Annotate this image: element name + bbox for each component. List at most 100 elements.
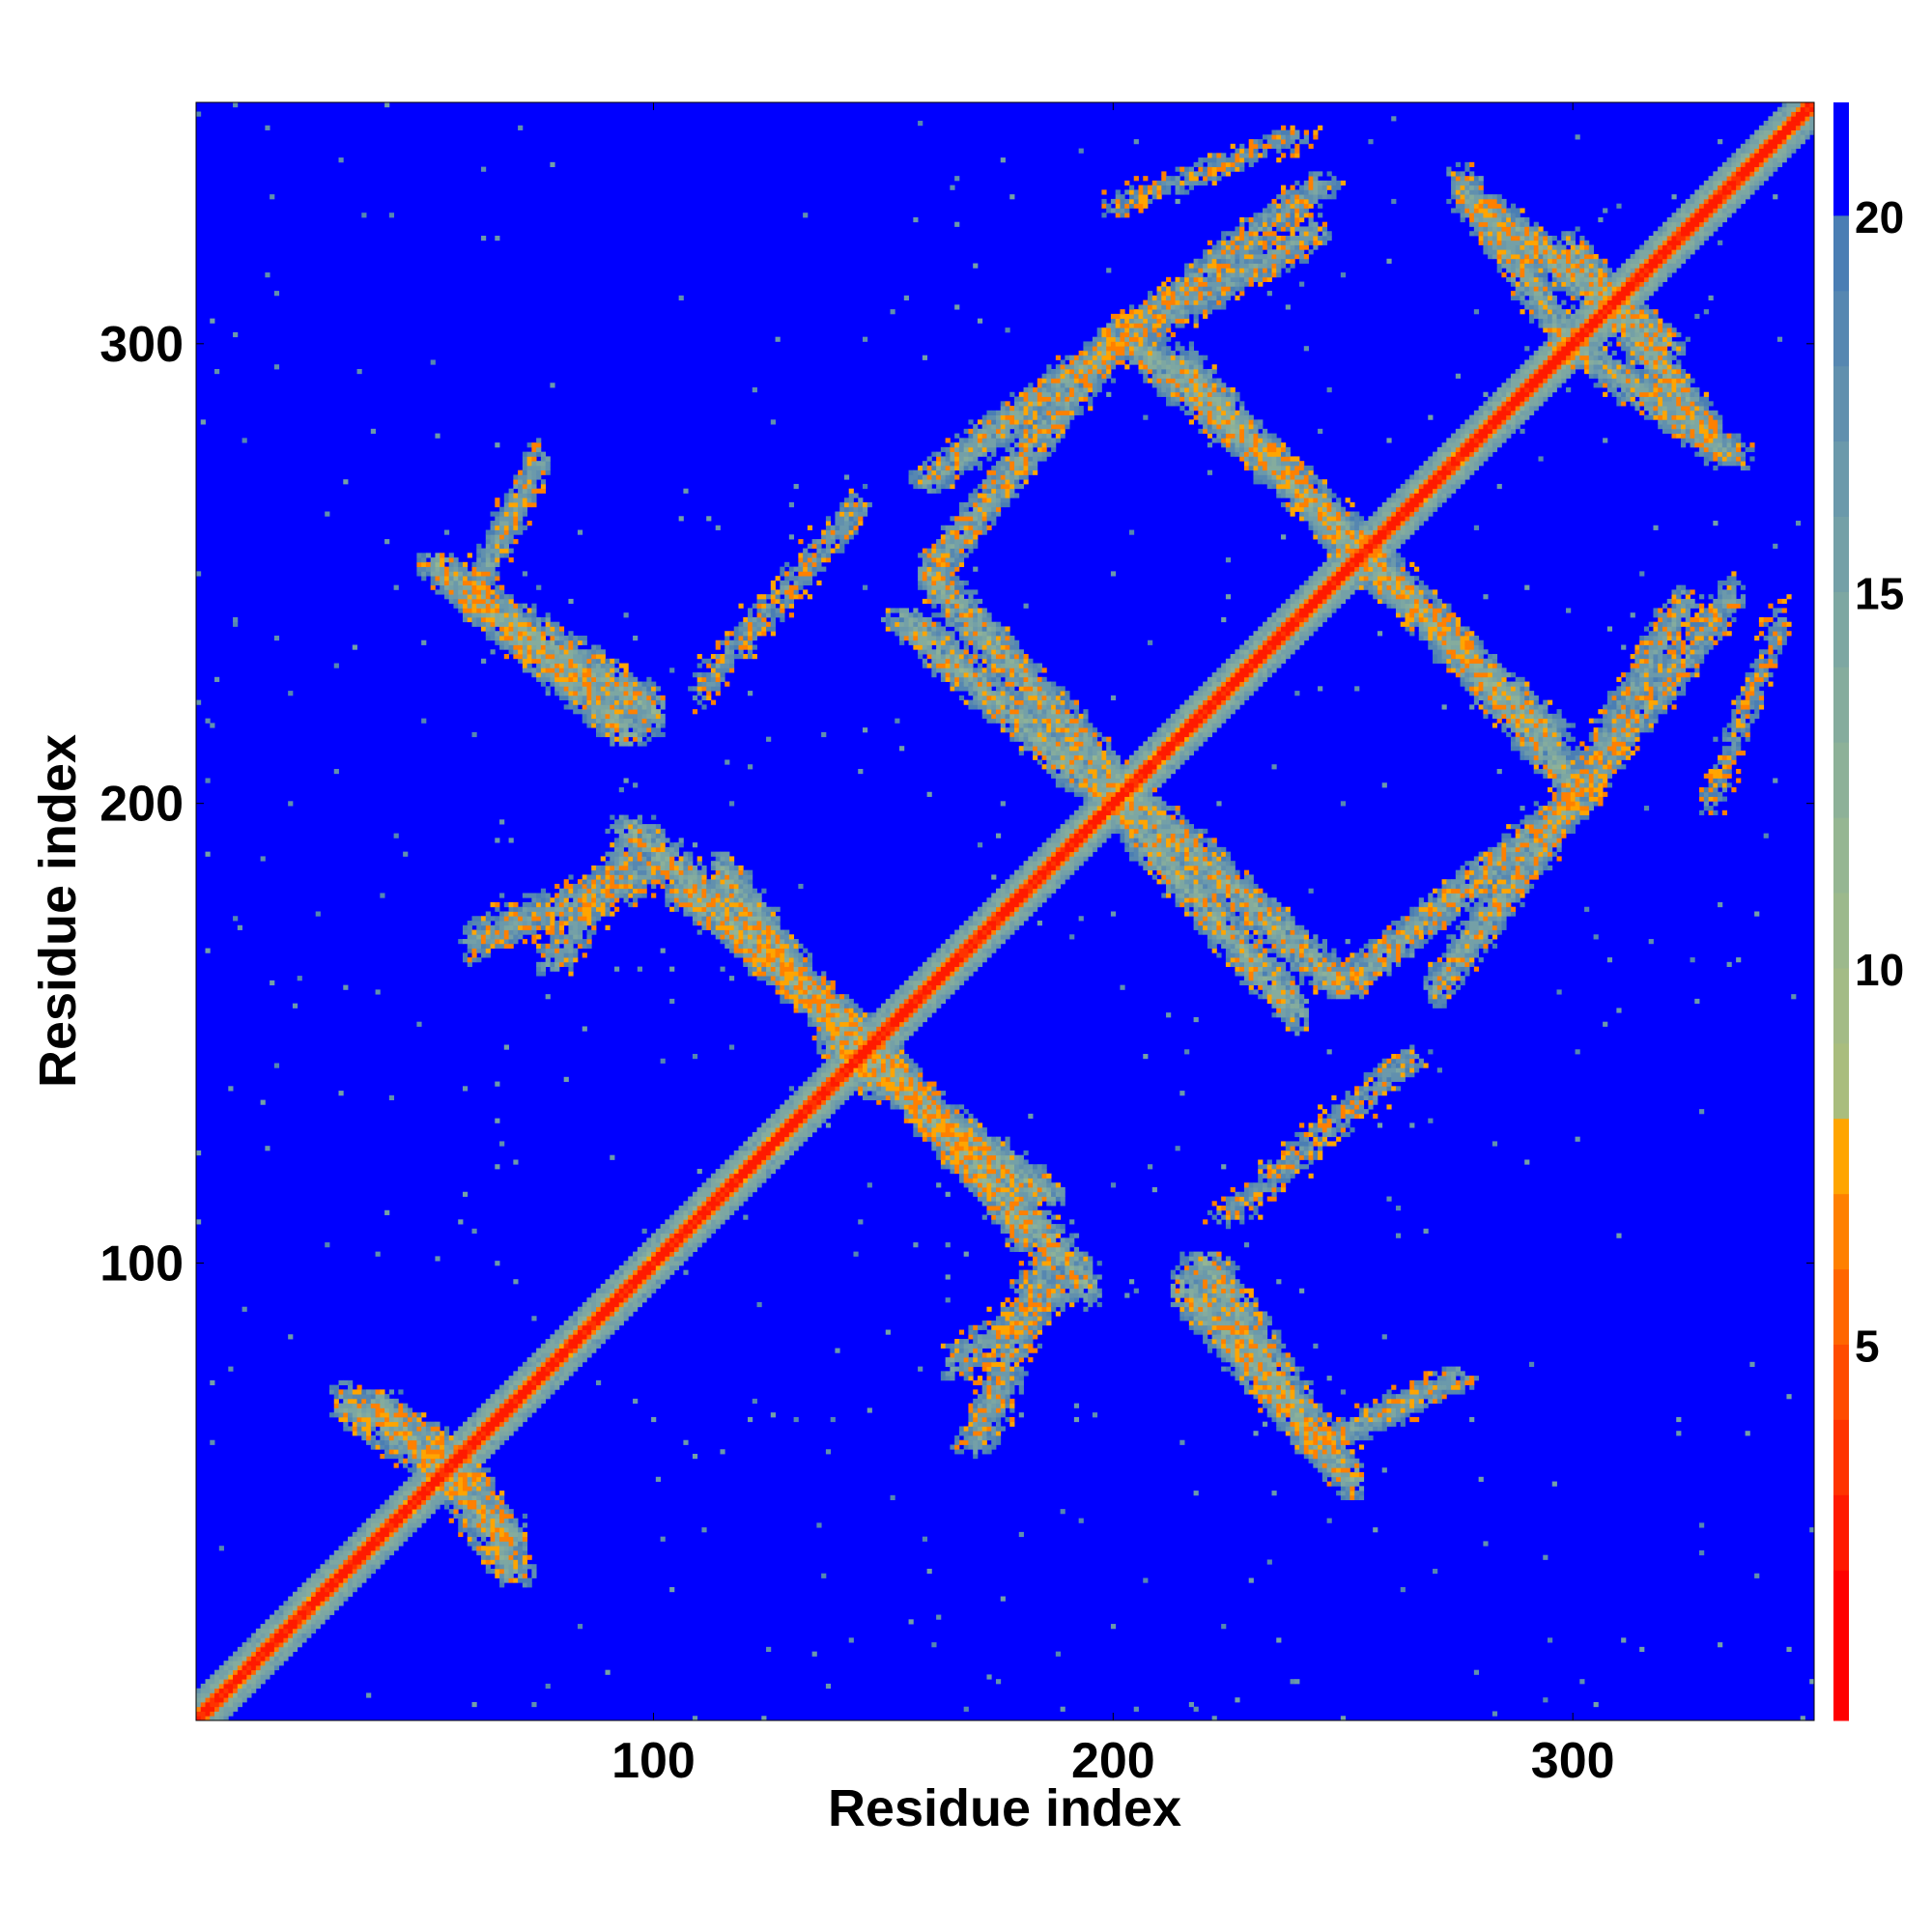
heatmap-cell [503,1536,509,1542]
heatmap-cell [384,1541,390,1547]
heatmap-cell [610,1306,615,1312]
heatmap-cell [499,598,505,605]
heatmap-cell [513,1564,519,1570]
heatmap-cell [678,1206,684,1211]
heatmap-cell [770,616,776,623]
heatmap-cell [288,691,294,696]
heatmap-cell [816,1104,822,1110]
heatmap-cell [780,1113,785,1120]
heatmap-cell [748,635,753,641]
heatmap-cell [283,1619,289,1625]
heatmap-cell [816,1021,822,1027]
heatmap-cell [218,1669,224,1675]
heatmap-cell [618,861,624,867]
heatmap-cell [550,626,555,632]
heatmap-cell [499,626,505,632]
heatmap-cell [430,1426,436,1432]
heatmap-cell [660,1242,666,1248]
heatmap-cell [384,1522,390,1528]
heatmap-cell [481,1416,487,1423]
heatmap-cell [788,1150,795,1156]
heatmap-cell [508,943,514,949]
heatmap-cell [233,1706,239,1712]
heatmap-cell [499,1549,505,1556]
heatmap-cell [701,686,707,692]
heatmap-cell [793,952,799,958]
heatmap-cell [605,1334,611,1340]
heatmap-cell [242,1306,247,1312]
heatmap-cell [242,1661,247,1666]
heatmap-cell [655,861,662,867]
heatmap-cell [715,901,721,908]
heatmap-cell [715,681,721,687]
heatmap-cell [825,1683,832,1690]
heatmap-cell [766,924,772,930]
heatmap-cell [780,994,785,1000]
heatmap-cell [853,525,859,530]
heatmap-cell [637,1274,642,1280]
heatmap-cell [825,543,832,549]
heatmap-cell [554,644,560,650]
heatmap-cell [329,1573,335,1578]
heatmap-cell [333,1394,339,1400]
heatmap-cell [503,529,509,535]
heatmap-cell [223,1674,229,1680]
heatmap-cell [816,561,822,568]
heatmap-cell [798,561,804,568]
heatmap-cell [278,1605,284,1611]
heatmap-cell [701,1187,707,1193]
heatmap-cell [811,1012,817,1018]
heatmap-cell [292,1619,298,1625]
heatmap-cell [531,644,537,650]
heatmap-cell [843,1054,850,1060]
heatmap-cell [329,1587,335,1593]
heatmap-cell [518,924,524,930]
heatmap-cell [531,921,537,926]
heatmap-cell [558,888,565,894]
heatmap-cell [651,851,657,857]
heatmap-cell [242,1692,247,1698]
heatmap-cell [471,621,477,627]
heatmap-cell [784,571,790,577]
heatmap-cell [536,901,542,908]
heatmap-cell [843,1044,850,1050]
heatmap-cell [508,1509,514,1515]
heatmap-cell [388,1449,395,1455]
heatmap-cell [646,851,652,857]
heatmap-cell [728,644,735,650]
heatmap-cell [453,1472,459,1478]
heatmap-cell [807,557,813,563]
heatmap-cell [407,1412,413,1418]
heatmap-cell [210,1674,215,1680]
heatmap-cell [398,1522,404,1528]
heatmap-cell [448,1463,454,1468]
heatmap-cell [388,1536,395,1542]
heatmap-cell [830,980,836,986]
heatmap-cell [338,1091,344,1096]
heatmap-cell [343,1549,349,1556]
heatmap-cell [610,709,615,715]
heatmap-cell [728,888,735,894]
heatmap-cell [503,1541,509,1547]
heatmap-cell [310,1601,317,1606]
heatmap-cell [568,893,574,898]
heatmap-cell [393,1509,399,1515]
heatmap-cell [526,1403,532,1408]
heatmap-cell [756,1164,762,1170]
heatmap-cell [448,1454,454,1460]
heatmap-cell [485,1444,491,1450]
heatmap-cell [696,654,702,660]
heatmap-cell [733,865,739,871]
heatmap-cell [485,1527,491,1533]
heatmap-cell [518,644,524,650]
heatmap-cell [526,612,532,618]
heatmap-cell [503,598,509,605]
heatmap-cell [728,879,735,885]
heatmap-cell [610,727,615,733]
heatmap-cell [407,1416,413,1423]
heatmap-cell [568,939,574,945]
heatmap-cell [646,681,652,687]
heatmap-cell [453,1509,459,1515]
heatmap-cell [471,616,477,623]
heatmap-cell [577,1624,583,1630]
